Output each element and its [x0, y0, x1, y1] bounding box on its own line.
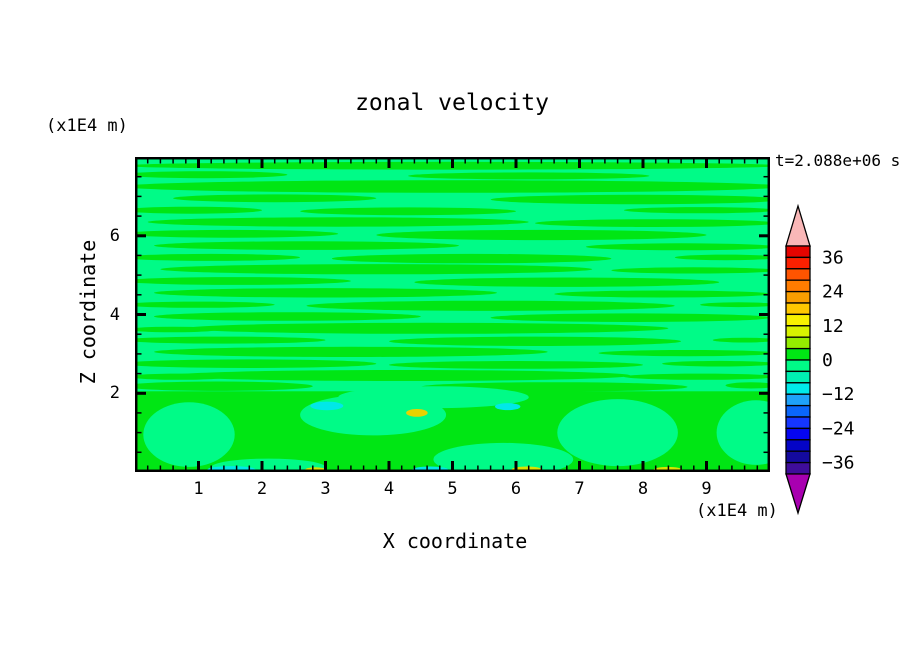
- contour-plot-canvas: [135, 157, 770, 472]
- x-tick-label: 6: [510, 479, 522, 499]
- y-axis-unit-label: (x1E4 m): [46, 116, 128, 136]
- colorbar-label: 12: [822, 316, 844, 337]
- x-tick-label: 8: [637, 479, 649, 499]
- x-tick-label: 4: [383, 479, 395, 499]
- colorbar-label: 24: [822, 282, 844, 303]
- colorbar: 36 24 12 0 −12 −24 −36: [785, 203, 855, 516]
- colorbar-label: −36: [822, 453, 855, 474]
- x-tick-label: 7: [574, 479, 585, 499]
- x-axis-unit-label: (x1E4 m): [696, 501, 778, 521]
- colorbar-label: 36: [822, 247, 844, 268]
- x-tick-label: 9: [701, 479, 712, 499]
- plot-title: zonal velocity: [355, 90, 549, 116]
- x-tick-label: 2: [256, 479, 268, 499]
- time-annotation: t=2.088e+06 s: [775, 151, 901, 170]
- x-tick-label: 5: [447, 479, 458, 499]
- x-tick-label: 3: [320, 479, 331, 499]
- colorbar-label: −24: [822, 418, 855, 439]
- y-tick-label: 6: [109, 225, 120, 246]
- x-axis-title: X coordinate: [382, 529, 528, 553]
- x-tick-label: 1: [193, 479, 204, 499]
- y-tick-label: 2: [109, 383, 120, 404]
- colorbar-label: −12: [822, 384, 855, 405]
- colorbar-label: 0: [822, 350, 833, 371]
- y-tick-label: 4: [109, 304, 120, 325]
